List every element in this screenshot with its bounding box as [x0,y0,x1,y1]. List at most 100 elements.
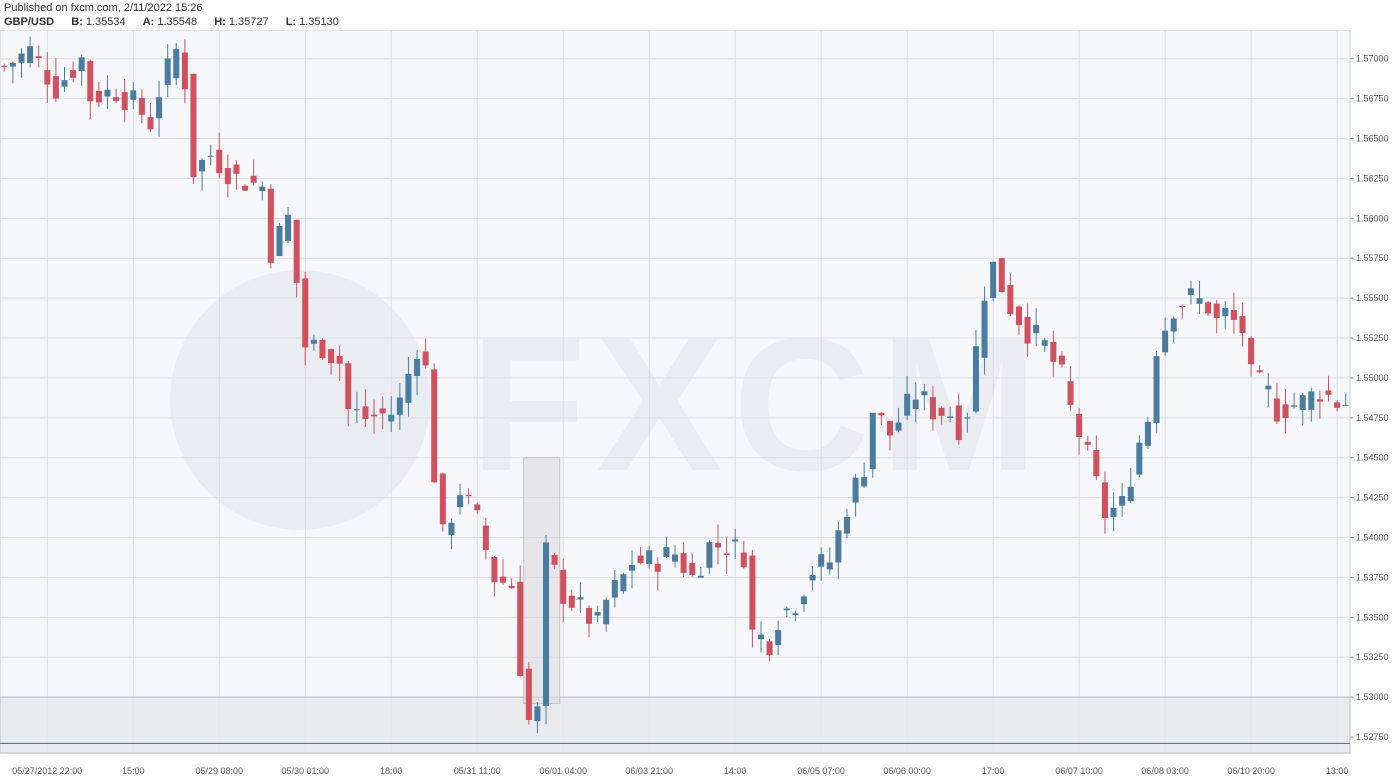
candle-body [414,358,421,377]
y-tick-label: 1.55750 [1356,253,1389,263]
x-tick-label: 15:00 [122,766,145,776]
candle-body [1170,318,1177,332]
y-tick-label: 1.52750 [1356,732,1389,742]
candle-body [173,49,180,79]
candle-body [164,58,171,85]
candle-body [757,634,764,639]
candle-body [775,630,782,646]
candle-body [654,563,661,572]
candle-body [818,554,825,567]
high-quote: H: 1.35727 [214,16,269,28]
y-tick-label: 1.56750 [1356,94,1389,104]
candle-body [70,70,77,78]
y-tick-label: 1.54250 [1356,493,1389,503]
candle-body [740,552,747,568]
candle-body [259,186,266,191]
candle-body [869,412,876,470]
x-tick-label: 06/05 07:00 [797,766,845,776]
candle-body [1067,381,1074,405]
y-tick-label: 1.53750 [1356,572,1389,582]
low-quote: L: 1.35130 [285,16,339,28]
y-tick-label: 1.56250 [1356,173,1389,183]
y-tick-label: 1.55000 [1356,373,1389,383]
candle-body [990,261,997,299]
candle-body [732,539,739,542]
candle-body [680,553,687,573]
candle-body [1282,404,1289,419]
x-tick-label: 06/01 04:00 [539,766,587,776]
candle-body [1076,413,1083,438]
candle-body [1024,317,1031,344]
candle-body [1119,495,1126,506]
candle-body [1213,303,1220,319]
candle-body [353,409,360,411]
candle-body [525,668,532,721]
candle-body [646,550,653,564]
candle-body [104,89,111,97]
candle-body [551,554,558,565]
candle-body [78,57,85,72]
candle-body [130,90,137,100]
y-tick-label: 1.54750 [1356,413,1389,423]
candle-body [800,596,807,605]
candle-body [448,522,455,536]
candle-body [1342,404,1349,406]
candle-body [207,155,214,157]
x-tick-label: 14:00 [724,766,747,776]
x-tick-label: 17:00 [982,766,1005,776]
y-tick-label: 1.53000 [1356,692,1389,702]
candle-body [1127,486,1134,502]
candle-body [586,607,593,624]
watermark-text: FXCM [470,299,1048,511]
candle-body [9,63,16,67]
quote-line: GBP/USD B: 1.35534 A: 1.35548 H: 1.35727… [4,16,353,29]
candle-body [697,575,704,578]
candle-body [938,407,945,416]
candle-body [113,97,120,102]
candlestick-chart[interactable]: FXCM 1.52750 1.53000 1.53250 1.53500 1.53750 1… [0,30,1400,783]
candle-body [1007,285,1014,314]
candle-body [1316,399,1323,402]
candle-body [1248,337,1255,365]
candle-body [1239,316,1246,334]
candle-body [1299,395,1306,410]
y-tick-label: 1.54500 [1356,453,1389,463]
candle-body [1101,482,1108,519]
y-tick-label: 1.56000 [1356,213,1389,223]
candle-body [138,98,145,115]
candle-body [1291,405,1298,407]
candle-body [671,554,679,562]
candle-body [1144,421,1151,446]
candle-body [44,70,51,85]
candle-body [852,477,859,503]
candle-body [1050,341,1057,362]
y-tick-label: 1.53250 [1356,652,1389,662]
candle-body [706,542,713,568]
candle-body [319,339,326,359]
x-tick-label: 06/06 00:00 [883,766,931,776]
x-tick-label: 05/27/2012 22:00 [12,766,82,776]
candle-body [921,391,928,396]
candle-body [52,76,59,99]
candle-body [371,414,378,417]
candle-body [336,355,343,364]
candle-body [895,422,902,431]
candle-body [723,553,730,556]
candle-body [508,585,515,589]
candle-body [1230,310,1237,320]
x-tick-label: 18:00 [380,766,403,776]
candle-body [482,525,489,550]
candle-body [955,405,962,441]
candle-body [345,363,352,410]
candle-body [199,160,206,172]
candle-body [156,97,163,119]
x-tick-label: 13:00 [1326,766,1349,776]
candle-body [689,562,696,575]
candle-body [216,149,223,174]
candle-body [611,580,618,598]
candle-body [500,576,507,583]
x-tick-label: 05/30 01:00 [281,766,329,776]
candle-body [1179,305,1186,308]
published-info: Published on fxcm.com, 2/11/2022 15:26 [4,2,203,14]
candle-body [465,494,472,497]
